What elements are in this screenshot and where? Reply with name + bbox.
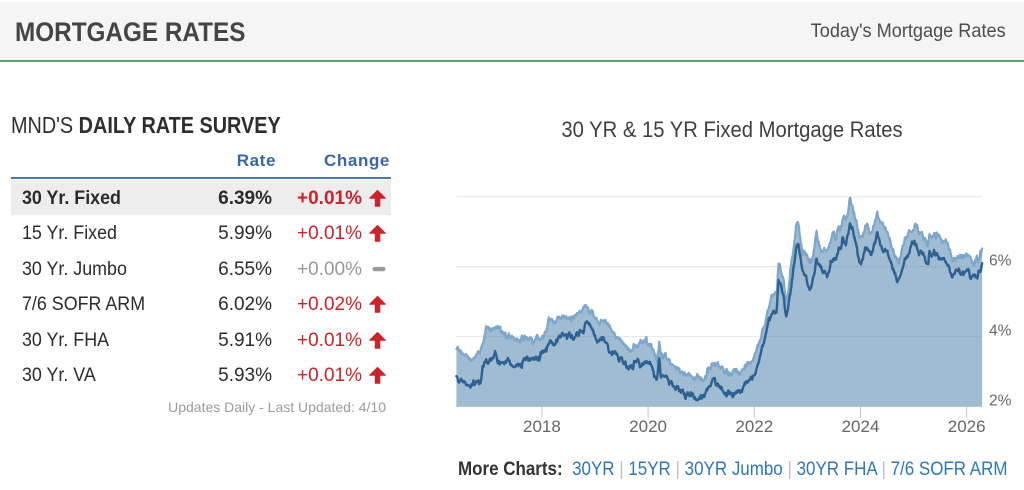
svg-text:2018: 2018 xyxy=(523,417,561,436)
svg-text:2024: 2024 xyxy=(842,417,880,436)
svg-text:2026: 2026 xyxy=(948,417,986,436)
svg-text:2020: 2020 xyxy=(629,417,667,436)
svg-text:6%: 6% xyxy=(989,253,1012,270)
svg-text:4%: 4% xyxy=(989,322,1012,339)
svg-text:2022: 2022 xyxy=(735,417,773,436)
svg-text:2%: 2% xyxy=(989,393,1012,410)
